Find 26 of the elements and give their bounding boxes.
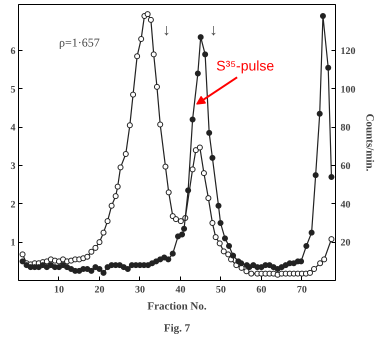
x-tick-label: 20 [94, 284, 104, 296]
y2-axis-title: Counts/min. [364, 114, 376, 172]
y2-tick-label: 80 [340, 122, 350, 134]
y-tick-label: 5 [10, 84, 16, 96]
y-tick-label: 1 [10, 238, 16, 249]
y-tick-label: 3 [10, 161, 16, 172]
y-tick-label: 4 [10, 122, 16, 134]
y2-tick-label: 40 [340, 199, 350, 210]
x-tick-label: 70 [296, 284, 307, 296]
y2-tick-label: 100 [340, 84, 356, 96]
y-tick-label: 2 [10, 199, 16, 210]
annotation: ↓ [162, 22, 170, 39]
x-axis-title: Fraction No. [147, 300, 207, 312]
caption: Fig. 7 [164, 322, 191, 334]
x-tick-label: 30 [134, 284, 145, 296]
annotation: S³⁵-pulse [216, 57, 274, 74]
x-tick-label: 50 [216, 284, 226, 296]
annotation: ↓ [210, 22, 218, 39]
x-tick-label: 60 [256, 284, 266, 296]
x-tick-label: 40 [175, 284, 186, 296]
y2-tick-label: 20 [340, 238, 350, 249]
y-tick-label: 6 [10, 46, 16, 57]
annotation: ρ=1·657 [58, 36, 100, 50]
y2-tick-label: 60 [340, 161, 350, 172]
x-tick-label: 10 [54, 284, 64, 296]
y2-tick-label: 120 [340, 46, 356, 57]
